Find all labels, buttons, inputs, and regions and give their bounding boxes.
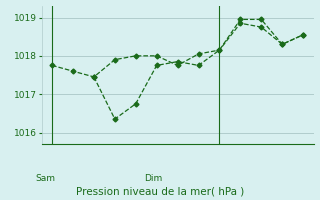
Text: Sam: Sam <box>35 174 55 183</box>
Text: Dim: Dim <box>144 174 162 183</box>
Text: Pression niveau de la mer( hPa ): Pression niveau de la mer( hPa ) <box>76 186 244 196</box>
